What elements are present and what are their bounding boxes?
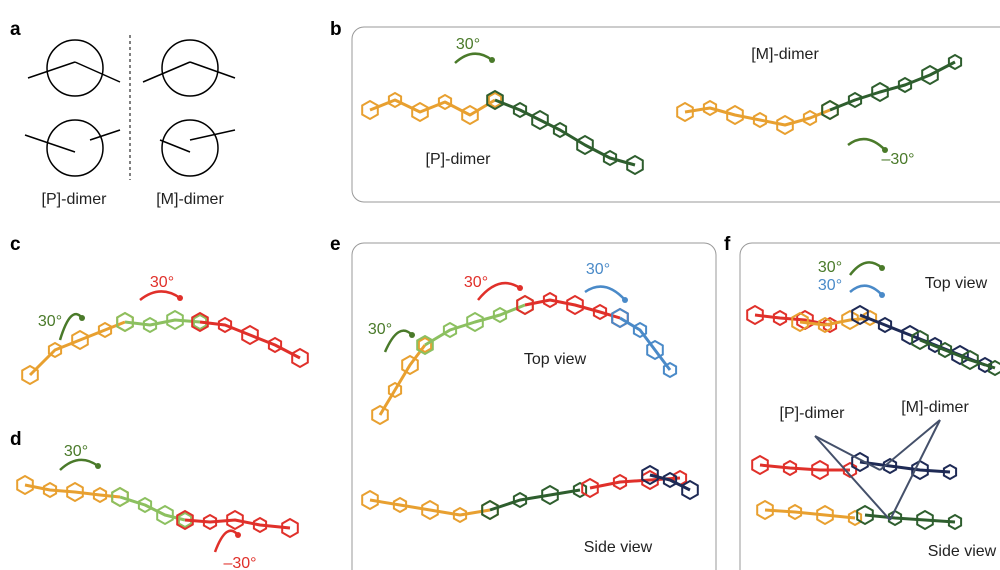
rotation-arrow [455, 54, 492, 63]
panel-a-diagram [25, 35, 235, 180]
arrow-head [879, 265, 885, 271]
angle-label: 30° [464, 274, 488, 291]
panel-label: c [10, 234, 21, 255]
arrow-head [235, 532, 241, 538]
annotation: [P]-dimer [426, 151, 492, 168]
arrow-head [489, 57, 495, 63]
rotation-arrow [848, 139, 885, 150]
arrow-head [79, 315, 85, 321]
panel-b-frame [352, 27, 1000, 202]
view-label: Top view [524, 351, 587, 368]
molecule-backbone [765, 510, 855, 518]
molecule-backbone [125, 320, 200, 325]
view-label: Top view [925, 275, 988, 292]
molecule-backbone [495, 100, 635, 165]
rotation-arrow [60, 460, 98, 470]
view-label: Side view [584, 539, 653, 556]
annotation: [M]-dimer [901, 399, 969, 416]
angle-label: –30° [223, 555, 256, 570]
rotation-arrow [850, 262, 882, 275]
pointer-line [880, 420, 940, 470]
arrow-head [879, 292, 885, 298]
molecule-backbone [370, 500, 490, 515]
molecule-drawings [17, 54, 1000, 552]
molecule-backbone [920, 340, 995, 368]
caption: [M]-dimer [156, 191, 224, 208]
caption: [P]-dimer [42, 191, 108, 208]
arrow-head [95, 463, 101, 469]
rotation-arrow [60, 314, 82, 340]
molecule-backbone [490, 490, 580, 510]
angle-label: 30° [64, 443, 88, 460]
arrow-head [622, 297, 628, 303]
panel-e-frame [352, 243, 716, 570]
molecule-backbone [685, 108, 830, 125]
arrow-head [177, 295, 183, 301]
rotation-arrow [585, 287, 625, 300]
arrow-head [409, 332, 415, 338]
panel-label: e [330, 234, 341, 255]
angle-label: –30° [881, 151, 914, 168]
angle-label: 30° [586, 261, 610, 278]
angle-label: 30° [38, 313, 62, 330]
annotation: [P]-dimer [780, 405, 846, 422]
annotation: [M]-dimer [751, 46, 819, 63]
figure: a [P]-dimer [M]-dimer b 30° [M]-dimer [P… [0, 0, 1000, 570]
molecule-backbone [120, 497, 185, 520]
molecule-backbone [200, 322, 300, 358]
arrow-head [517, 285, 523, 291]
angle-label: 30° [150, 274, 174, 291]
molecule-backbone [865, 515, 955, 522]
panel-label: f [724, 234, 731, 255]
panel-label: a [10, 19, 21, 40]
angle-label: 30° [368, 321, 392, 338]
rotation-arrow [215, 531, 238, 552]
angle-label: 30° [818, 259, 842, 276]
molecule-backbone [760, 465, 850, 470]
rotation-arrow [850, 286, 882, 295]
rotation-arrow [140, 291, 180, 300]
molecule-backbone [425, 305, 525, 345]
panel-label: d [10, 429, 22, 450]
panel-label: b [330, 19, 342, 40]
view-label: Side view [928, 543, 997, 560]
angle-label: 30° [818, 277, 842, 294]
angle-label: 30° [456, 36, 480, 53]
molecule-backbone [380, 345, 425, 415]
